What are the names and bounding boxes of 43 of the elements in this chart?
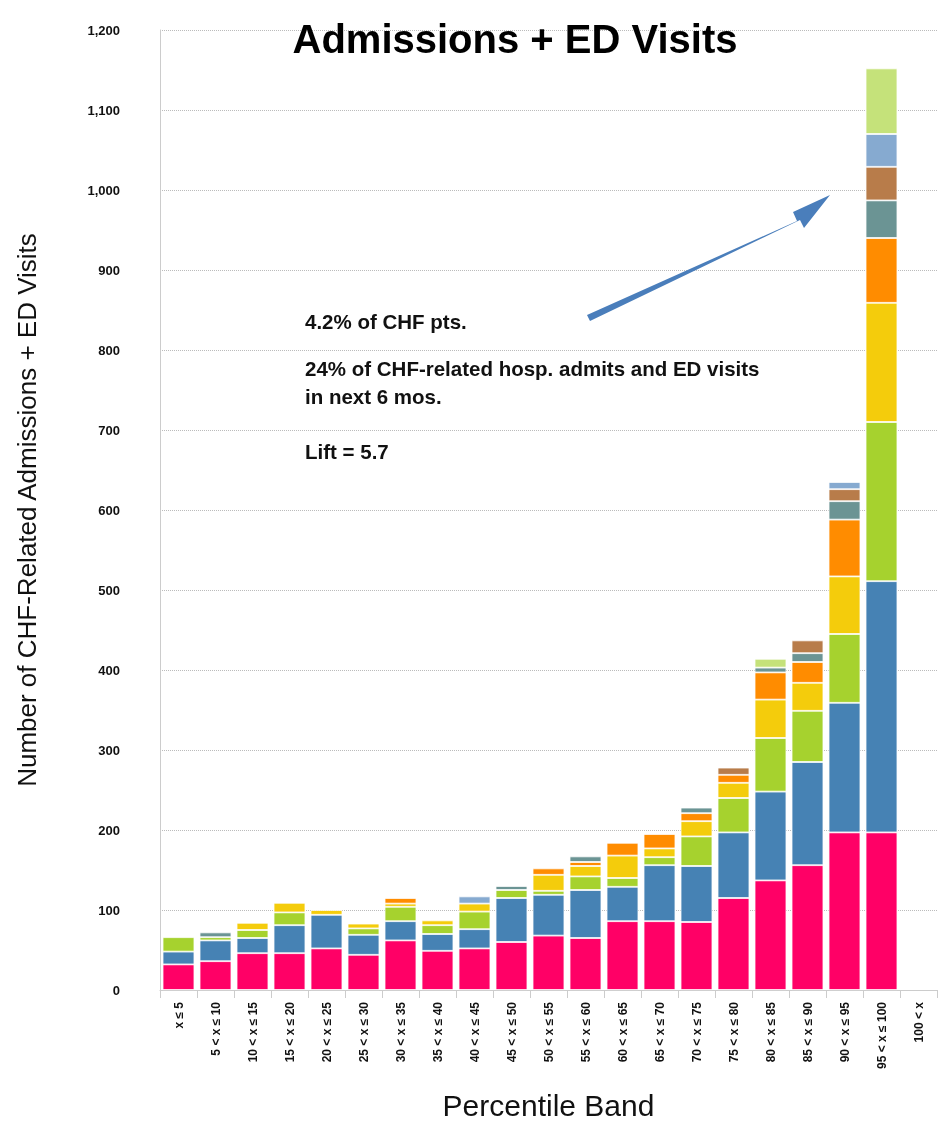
y-tick-label: 200 [98,822,120,838]
y-tick-label: 600 [98,502,120,518]
y-tick-label: 400 [98,662,120,678]
x-tick-label: 20 < x ≤ 25 [319,1001,334,1063]
x-tick-label: 40 < x ≤ 45 [467,1001,482,1063]
x-tick-label: 35 < x ≤ 40 [430,1001,445,1063]
x-tick-label: 50 < x ≤ 55 [541,1001,556,1063]
y-tick-label: 1,200 [87,22,120,38]
y-tick-label: 700 [98,422,120,438]
chart-title: Admissions + ED Visits [292,17,738,61]
y-tick-label: 1,000 [87,182,120,198]
y-tick-label: 800 [98,342,120,358]
x-tick-label: 95 < x ≤ 100 [874,1001,889,1069]
y-tick-label: 300 [98,742,120,758]
y-tick-label: 0 [112,982,120,998]
x-tick-label: 55 < x ≤ 60 [578,1001,593,1063]
x-tick-label: 45 < x ≤ 50 [504,1001,519,1063]
y-axis-title: Number of CHF-Related Admissions + ED Visits [12,233,42,787]
x-tick-label: 25 < x ≤ 30 [356,1001,371,1063]
y-tick-label: 500 [98,582,120,598]
x-tick-label: 65 < x ≤ 70 [652,1001,667,1063]
x-tick-label: 15 < x ≤ 20 [282,1001,297,1063]
y-tick-label: 100 [98,902,120,918]
x-tick-label: 85 < x ≤ 90 [800,1001,815,1063]
bar [569,856,602,862]
x-tick-label: 5 < x ≤ 10 [208,1001,223,1056]
x-tick-label: x ≤ 5 [171,1001,186,1029]
x-tick-label: 30 < x ≤ 35 [393,1001,408,1063]
y-tick-label: 1,100 [87,102,120,118]
x-tick-label: 70 < x ≤ 75 [689,1001,704,1063]
x-tick-label: 10 < x ≤ 15 [245,1001,260,1063]
x-tick-label: 100 < x [911,1001,926,1043]
x-tick-label: 60 < x ≤ 65 [615,1001,630,1063]
x-tick-label: 90 < x ≤ 95 [837,1001,852,1063]
bar [199,932,232,938]
annotation: Lift = 5.7 [305,439,390,465]
x-tick-label: 75 < x ≤ 80 [726,1001,741,1063]
x-tick-label: 80 < x ≤ 85 [763,1001,778,1063]
x-axis-title: Percentile Band [442,1088,655,1122]
y-tick-label: 900 [98,262,120,278]
annotation: 4.2% of CHF pts. [305,309,468,335]
annotation: 24% of CHF-related hosp. admits and ED visits in next 6 mos. [305,356,761,410]
bar [384,898,417,904]
